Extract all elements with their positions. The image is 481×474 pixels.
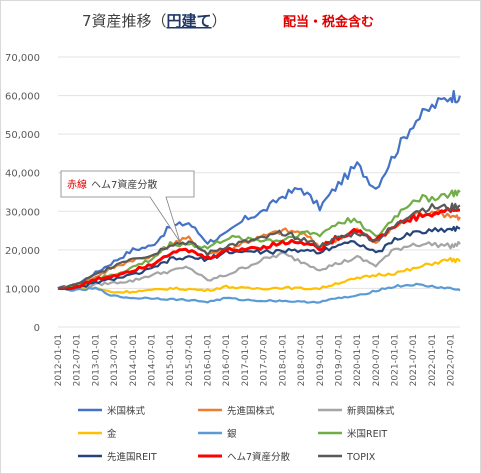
x-tick-label: 2019-07-01 [334,334,344,386]
x-tick-label: 2018-01-01 [278,334,288,386]
legend-label: TOPIX [346,452,376,463]
title-part2: ） [212,12,227,30]
y-axis: 0 10,000 20,000 30,000 40,000 50,000 60,000 70,… [5,53,40,334]
x-tick-label: 2016-07-01 [222,334,232,386]
series-line [57,89,462,290]
x-tick-label: 2012-01-01 [54,334,64,386]
title-part1: 7資産推移（ [82,12,167,30]
title-note: 配当・税金含む [283,14,374,30]
callout-text: 赤線 ヘム7資産分散 [67,178,157,191]
legend-label: 米国株式 [107,405,146,417]
x-tick-label: 2022-01-01 [428,334,438,386]
y-tick-label: 50,000 [5,130,40,141]
x-tick-label: 2020-07-01 [372,334,382,386]
y-tick-label: 40,000 [5,169,40,180]
series-line [57,282,461,304]
title-yen: 円建て [167,12,212,30]
series-line [57,225,461,291]
legend-label: 金 [107,428,117,440]
series-line [57,241,461,291]
x-tick-label: 2019-01-01 [316,334,326,386]
legend-label: 先進国株式 [227,405,275,417]
x-tick-label: 2022-07-01 [447,334,457,386]
x-axis: 2012-01-01 2012-07-01 2013-01-01 2013-07-01… [54,334,457,386]
chart-title: 7資産推移（円建て） [82,12,227,30]
callout-label: ヘム7資産分散 [91,178,157,191]
x-tick-label: 2015-01-01 [166,334,176,386]
x-tick-label: 2021-01-01 [391,334,401,386]
x-tick-label: 2017-01-01 [241,334,251,386]
x-tick-label: 2013-01-01 [91,334,101,386]
x-tick-label: 2016-01-01 [204,334,214,386]
callout-red-label: 赤線 [67,178,87,191]
x-tick-label: 2014-01-01 [129,334,139,386]
legend-label: 銀 [227,428,237,440]
x-tick-label: 2013-07-01 [110,334,120,386]
y-tick-label: 30,000 [5,207,40,218]
x-tick-label: 2012-07-01 [73,334,83,386]
y-tick-label: 60,000 [5,92,40,103]
legend-label: 先進国REIT [107,451,157,463]
y-tick-label: 20,000 [5,246,40,257]
legend-label: 新興国株式 [347,405,395,417]
x-tick-label: 2014-07-01 [147,334,157,386]
legend-label: ヘム7資産分散 [227,451,291,463]
x-tick-label: 2020-01-01 [353,334,363,386]
x-tick-label: 2015-07-01 [185,334,195,386]
y-tick-label: 10,000 [5,284,40,295]
y-tick-label: 70,000 [5,53,40,64]
x-tick-label: 2017-07-01 [260,334,270,386]
callout-box [60,170,195,243]
series-line [57,206,461,291]
x-tick-label: 2021-07-01 [409,334,419,386]
y-tick-label: 0 [34,323,40,334]
series-line [57,256,461,294]
series-line [57,202,461,290]
x-tick-label: 2018-07-01 [297,334,307,386]
annotation-callout: 赤線 ヘム7資産分散 [60,170,195,243]
series-lines [57,89,462,304]
legend-label: 米国REIT [347,428,387,440]
